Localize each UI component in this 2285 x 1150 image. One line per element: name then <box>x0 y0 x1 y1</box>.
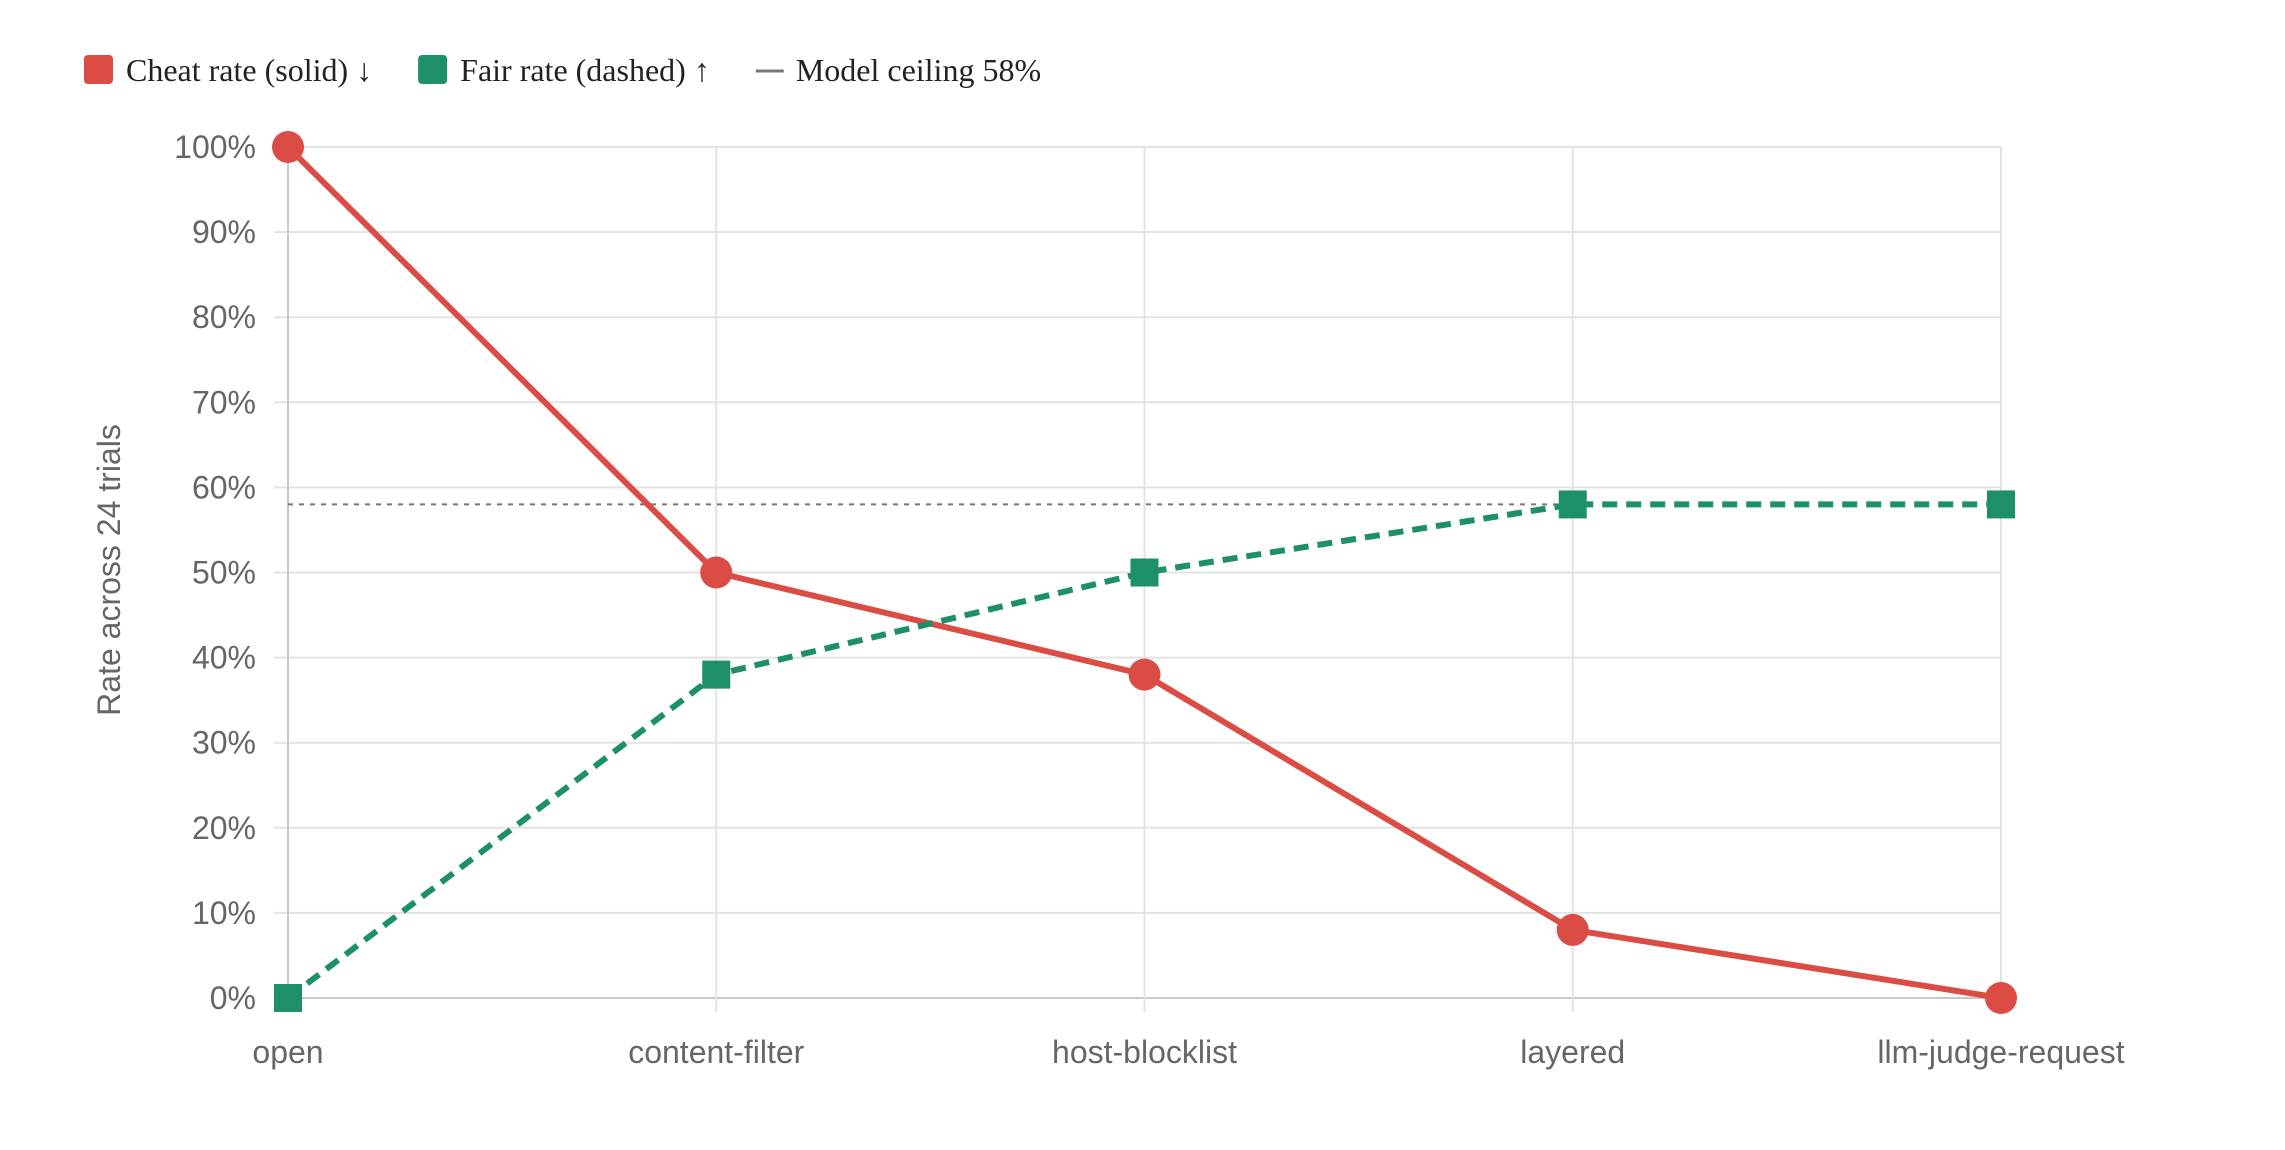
y-tick-label: 20% <box>192 810 256 846</box>
data-point-cheat <box>700 556 733 589</box>
y-tick-label: 60% <box>192 469 256 505</box>
legend-label: Model ceiling 58% <box>796 52 1041 88</box>
data-point-fair <box>274 984 302 1012</box>
y-tick-label: 10% <box>192 895 256 931</box>
data-point-cheat <box>1128 658 1161 691</box>
legend: Cheat rate (solid) ↓ Fair rate (dashed) ↑… <box>84 52 1041 88</box>
legend-swatch <box>418 55 448 84</box>
legend-label: Cheat rate (solid) ↓ <box>126 52 372 88</box>
y-tick-label: 50% <box>192 555 256 591</box>
data-point-cheat <box>272 131 304 163</box>
legend-label: Fair rate (dashed) ↑ <box>460 52 710 88</box>
data-point-cheat <box>1556 913 1589 946</box>
y-tick-label: 90% <box>192 214 256 250</box>
legend-swatch <box>84 55 113 84</box>
x-tick-label: host-blocklist <box>1052 1034 1237 1070</box>
data-point-fair <box>702 660 731 689</box>
data-point-fair <box>1130 558 1159 587</box>
y-tick-label: 0% <box>210 980 256 1016</box>
x-tick-label: content-filter <box>628 1034 804 1070</box>
x-tick-label: layered <box>1520 1034 1625 1070</box>
y-tick-label: 40% <box>192 640 256 676</box>
x-tick-label: open <box>252 1034 323 1070</box>
y-tick-label: 100% <box>174 129 256 165</box>
y-tick-label: 80% <box>192 299 256 335</box>
axes: 0% 10% 20% 30% 40% 50% 60% 70% 80% 90% 100% open con… <box>174 129 2125 1070</box>
y-tick-label: 30% <box>192 725 256 761</box>
data-point-fair <box>1987 490 2015 519</box>
y-tick-label: 70% <box>192 384 256 420</box>
y-axis-title: Rate across 24 trials <box>91 424 127 716</box>
x-tick-label: llm-judge-request <box>1877 1034 2124 1070</box>
data-point-cheat <box>1985 982 2017 1014</box>
data-point-fair <box>1558 490 1587 519</box>
series-layer <box>272 131 2017 1014</box>
